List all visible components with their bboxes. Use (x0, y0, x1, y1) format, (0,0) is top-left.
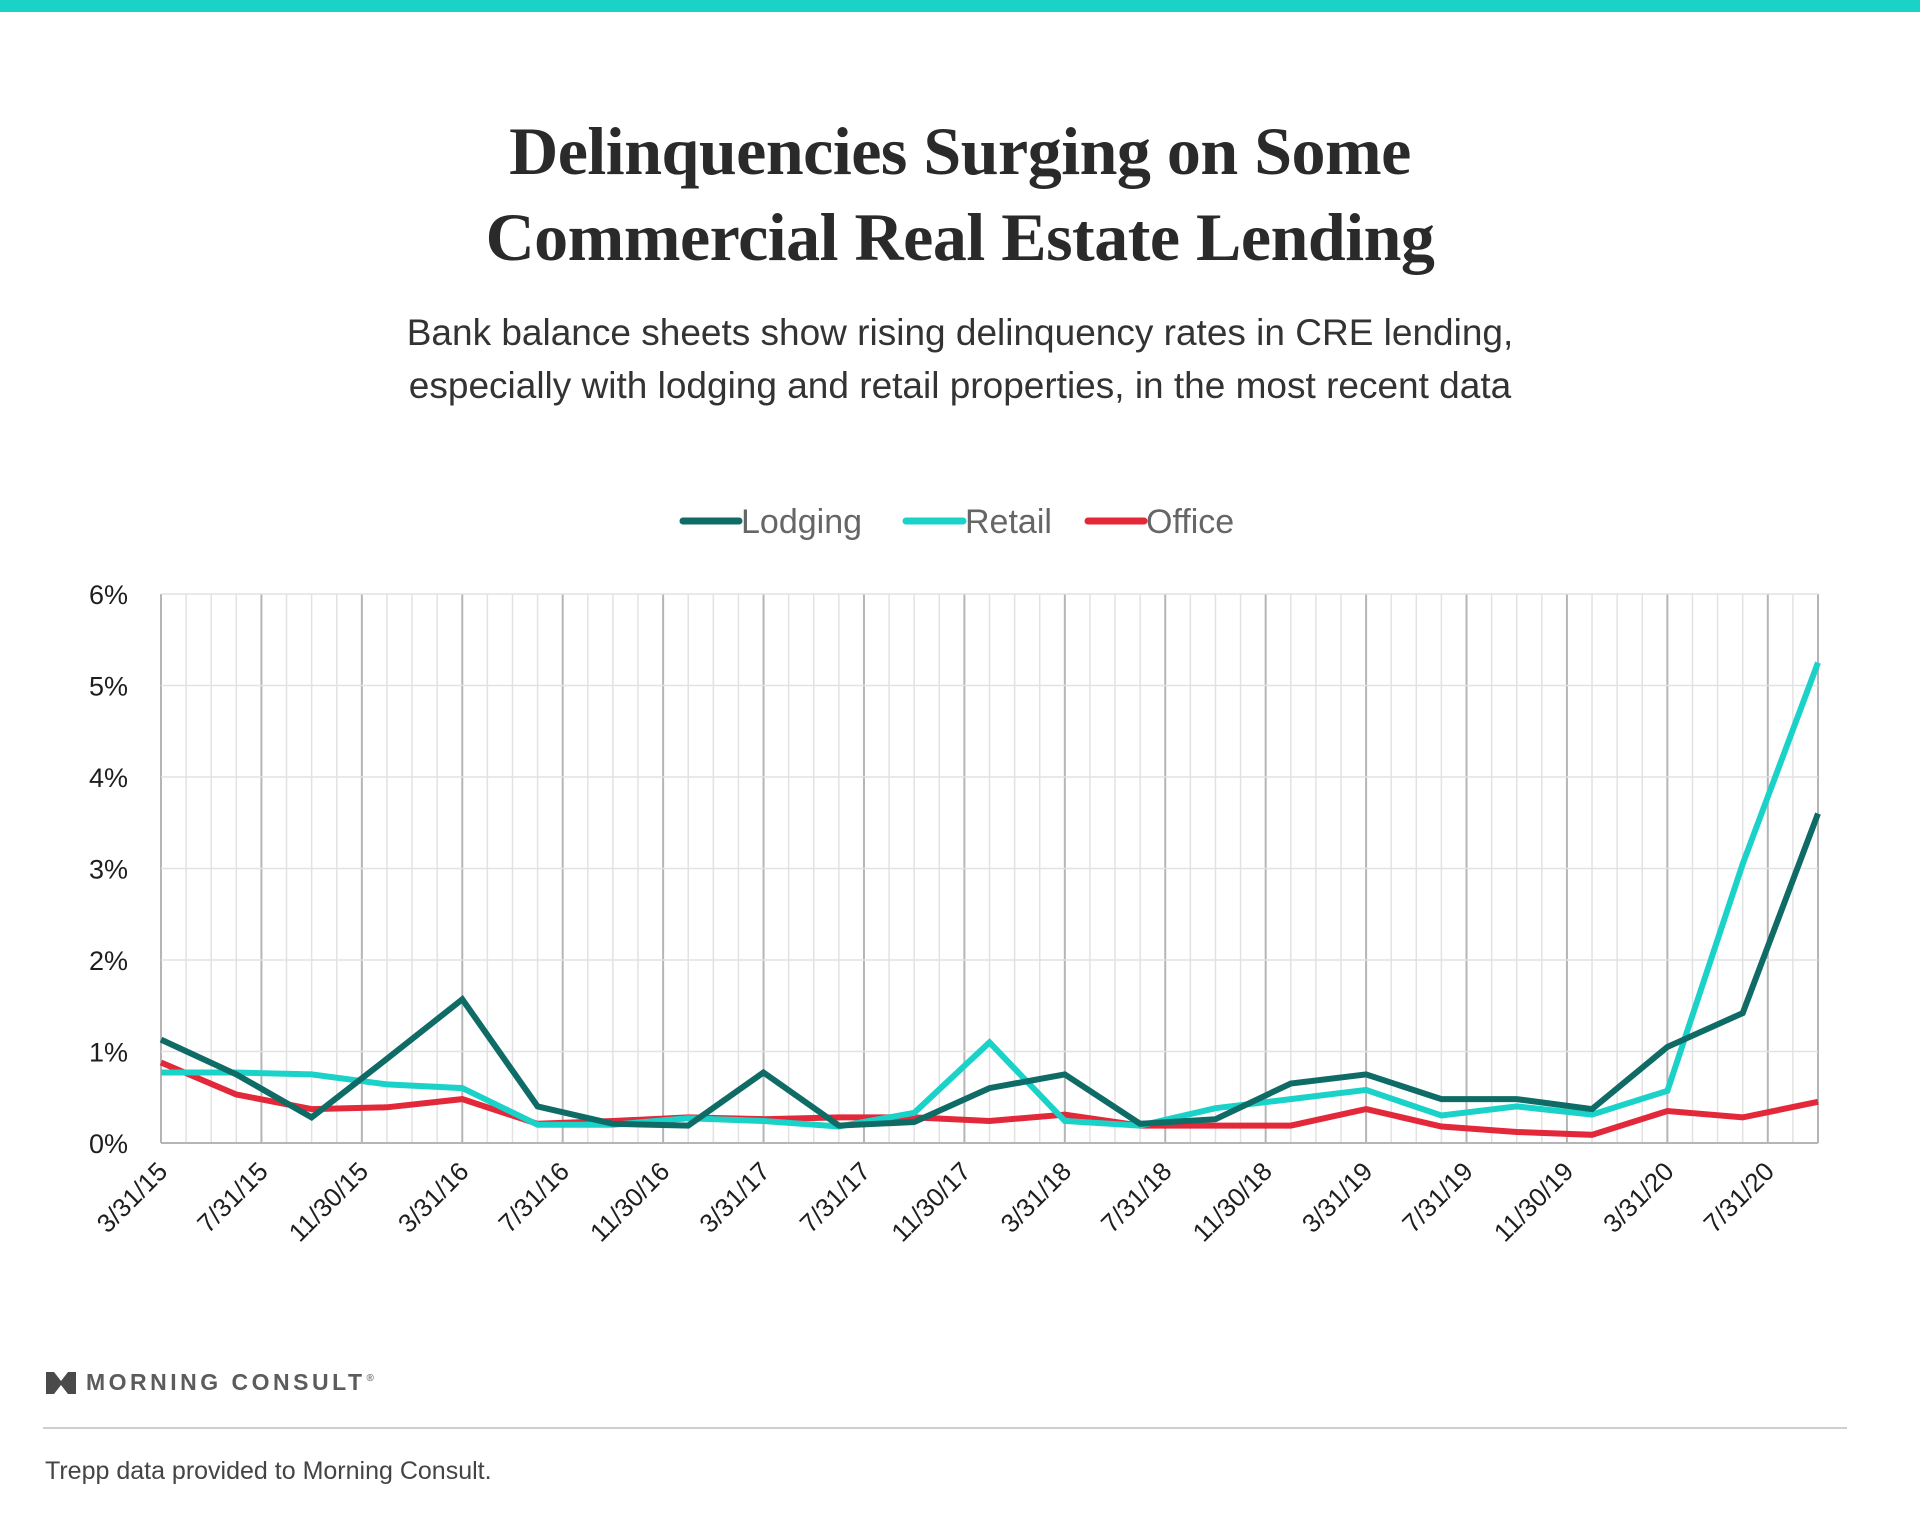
x-tick-label: 3/31/20 (1597, 1156, 1680, 1239)
x-tick-label: 3/31/17 (693, 1156, 776, 1239)
x-tick-label: 7/31/15 (191, 1156, 274, 1239)
x-tick-label: 11/30/17 (885, 1156, 976, 1247)
subtitle-line-2: especially with lodging and retail prope… (408, 365, 1512, 406)
x-tick-label: 11/30/18 (1186, 1156, 1277, 1247)
x-tick-label: 7/31/19 (1396, 1156, 1479, 1239)
brand-reg-mark: ® (366, 1372, 378, 1384)
y-tick-label: 4% (89, 763, 128, 793)
x-tick-label: 7/31/17 (794, 1156, 877, 1239)
y-tick-label: 0% (89, 1129, 128, 1159)
brand-logo: MORNING CONSULT® (46, 1366, 377, 1398)
y-tick-label: 2% (89, 946, 128, 976)
x-tick-label: 11/30/16 (584, 1156, 675, 1247)
subtitle-line-1: Bank balance sheets show rising delinque… (406, 312, 1514, 353)
y-tick-label: 1% (89, 1038, 128, 1068)
y-tick-label: 5% (89, 672, 128, 702)
y-tick-label: 6% (89, 580, 128, 610)
legend-label-lodging: Lodging (741, 503, 862, 541)
source-note: Trepp data provided to Morning Consult. (45, 1457, 492, 1485)
series-line-retail (161, 661, 1821, 1130)
series-line-lodging (159, 812, 1821, 1129)
x-tick-label: 11/30/19 (1488, 1156, 1579, 1247)
brand-name: MORNING CONSULT® (86, 1368, 378, 1395)
series-line-office (159, 1059, 1819, 1138)
x-tick-label: 7/31/18 (1095, 1156, 1178, 1239)
chart-title: Delinquencies Surging on Some Commercial… (0, 108, 1920, 280)
legend-label-retail: Retail (965, 503, 1052, 541)
title-line-2: Commercial Real Estate Lending (485, 199, 1435, 275)
legend-label-office: Office (1146, 503, 1234, 541)
footer-divider (43, 1427, 1847, 1429)
x-tick-label: 11/30/15 (283, 1156, 374, 1247)
chart-subtitle: Bank balance sheets show rising delinque… (0, 306, 1920, 412)
morning-consult-logo-icon (46, 1372, 76, 1394)
x-tick-label: 3/31/16 (392, 1156, 475, 1239)
top-accent-bar (0, 0, 1920, 12)
x-tick-label: 7/31/20 (1697, 1156, 1780, 1239)
y-tick-label: 3% (89, 855, 128, 885)
x-tick-label: 3/31/15 (91, 1156, 174, 1239)
line-chart: 0%1%2%3%4%5%6%3/31/15 7/31/15 11/30/15 3/31… (89, 503, 1821, 1247)
x-tick-label: 3/31/18 (995, 1156, 1078, 1239)
x-tick-label: 3/31/19 (1296, 1156, 1379, 1239)
title-line-1: Delinquencies Surging on Some (509, 113, 1411, 189)
x-tick-label: 7/31/16 (492, 1156, 575, 1239)
